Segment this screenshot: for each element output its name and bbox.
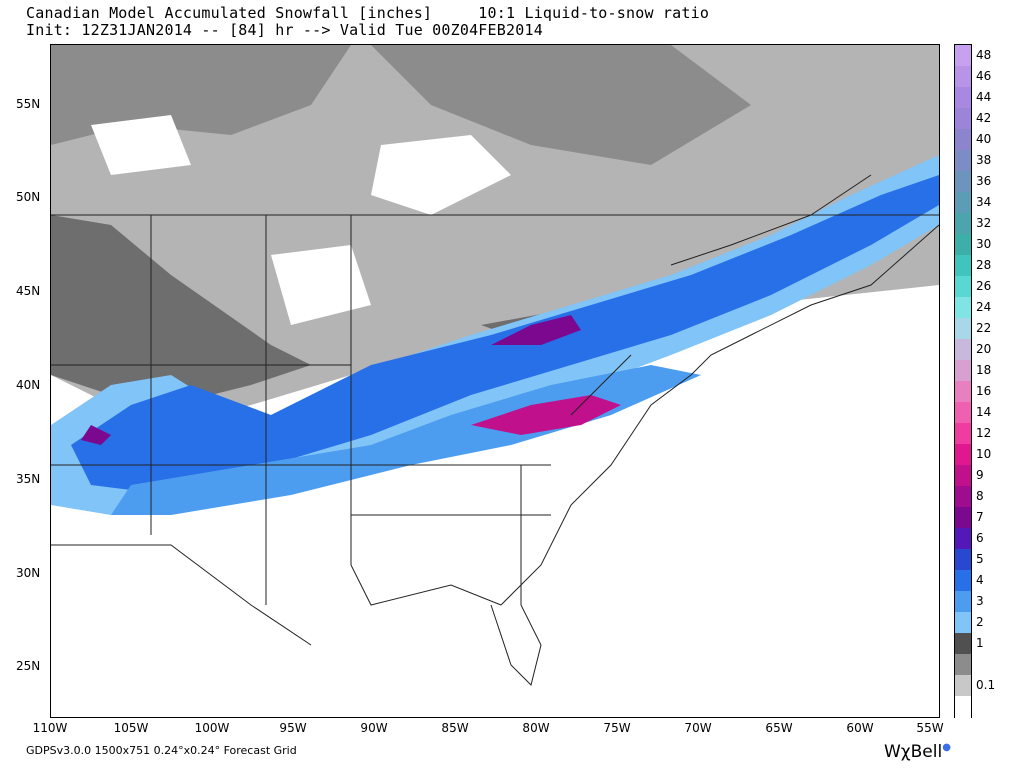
legend-swatch (955, 402, 971, 424)
legend-swatch (955, 591, 971, 613)
map-title-line2: Init: 12Z31JAN2014 -- [84] hr --> Valid … (26, 21, 543, 39)
legend-swatch (955, 507, 971, 529)
legend-swatch (955, 360, 971, 382)
legend-swatch (955, 570, 971, 592)
legend-swatch (955, 486, 971, 508)
lon-label: 60W (846, 721, 874, 735)
lon-label: 80W (522, 721, 550, 735)
legend-label: 26 (976, 278, 992, 293)
snow-area-light-gray (51, 45, 939, 425)
legend-swatch (955, 297, 971, 319)
map-svg (51, 45, 939, 686)
legend-swatch (955, 45, 971, 67)
state-borders (51, 174, 939, 686)
snow-band-blue (71, 175, 939, 495)
legend-swatch (955, 213, 971, 235)
legend-label: 32 (976, 215, 992, 230)
legend-swatch (955, 612, 971, 634)
color-legend (954, 44, 972, 718)
lat-label: 30N (16, 566, 41, 580)
legend-swatch (955, 276, 971, 298)
legend-swatch (955, 633, 971, 655)
legend-swatch (955, 339, 971, 361)
legend-swatch (955, 465, 971, 487)
lon-label: 85W (441, 721, 469, 735)
lon-label: 70W (684, 721, 712, 735)
legend-label: 40 (976, 131, 992, 146)
lon-label: 55W (916, 721, 944, 735)
lat-label: 55N (16, 97, 41, 111)
footer-text: GDPSv3.0.0 1500x751 0.24°x0.24° Forecast… (26, 744, 297, 757)
legend-swatch (955, 675, 971, 697)
legend-label: 18 (976, 362, 992, 377)
legend-label: 46 (976, 68, 992, 83)
dot-icon: ● (942, 742, 951, 753)
legend-label: 16 (976, 383, 992, 398)
legend-label: 8 (976, 488, 984, 503)
lat-label: 40N (16, 378, 41, 392)
legend-swatch (955, 423, 971, 445)
snowfall-map (50, 44, 940, 718)
legend-label: 1 (976, 635, 984, 650)
legend-label: 10 (976, 446, 992, 461)
lat-label: 25N (16, 659, 41, 673)
legend-label: 42 (976, 110, 992, 125)
legend-swatch (955, 87, 971, 109)
legend-swatch (955, 234, 971, 256)
lon-label: 105W (113, 721, 149, 735)
legend-label: 14 (976, 404, 992, 419)
snow-core-magenta (471, 395, 621, 435)
legend-swatch (955, 318, 971, 340)
legend-label: 7 (976, 509, 984, 524)
no-snow-patch (91, 115, 511, 325)
map-title-line1: Canadian Model Accumulated Snowfall [inc… (26, 4, 710, 22)
snow-core-purple (81, 315, 581, 445)
legend-swatch (955, 696, 971, 718)
legend-label: 0.1 (976, 677, 996, 692)
lat-label: 35N (16, 472, 41, 486)
legend-label: 36 (976, 173, 992, 188)
legend-label: 30 (976, 236, 992, 251)
lon-label: 100W (194, 721, 230, 735)
legend-label: 38 (976, 152, 992, 167)
legend-label: 12 (976, 425, 992, 440)
legend-label: 44 (976, 89, 992, 104)
lat-label: 45N (16, 284, 41, 298)
legend-label: 3 (976, 593, 984, 608)
legend-swatch (955, 66, 971, 88)
brand-text: WχBell (884, 742, 943, 762)
lon-label: 75W (603, 721, 631, 735)
legend-swatch (955, 108, 971, 130)
legend-label: 6 (976, 530, 984, 545)
legend-label: 28 (976, 257, 992, 272)
legend-label: 2 (976, 614, 984, 629)
snow-area-mid-gray (51, 45, 751, 165)
legend-swatch (955, 654, 971, 676)
legend-swatch (955, 255, 971, 277)
legend-swatch (955, 528, 971, 550)
legend-label: 22 (976, 320, 992, 335)
legend-label: 4 (976, 572, 984, 587)
legend-label: 34 (976, 194, 992, 209)
legend-label: 9 (976, 467, 984, 482)
legend-swatch (955, 381, 971, 403)
legend-label: 24 (976, 299, 992, 314)
legend-swatch (955, 444, 971, 466)
legend-swatch (955, 171, 971, 193)
legend-swatch (955, 150, 971, 172)
legend-swatch (955, 129, 971, 151)
legend-label: 48 (976, 47, 992, 62)
brand-logo: WχBell● (884, 742, 951, 762)
legend-swatch (955, 549, 971, 571)
lon-label: 110W (32, 721, 68, 735)
lon-label: 90W (360, 721, 388, 735)
legend-label: 20 (976, 341, 992, 356)
lon-label: 65W (765, 721, 793, 735)
legend-swatch (955, 192, 971, 214)
legend-label: 5 (976, 551, 984, 566)
lon-label: 95W (279, 721, 307, 735)
lat-label: 50N (16, 190, 41, 204)
